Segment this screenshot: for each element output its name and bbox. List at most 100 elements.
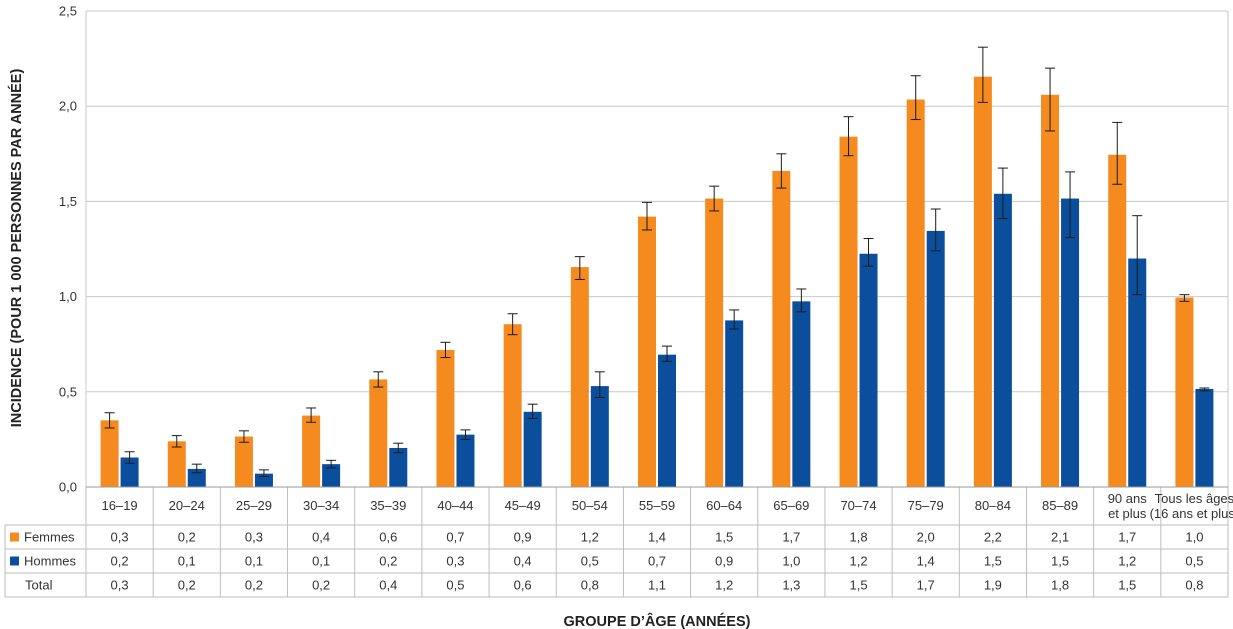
table-cell: 2,1 <box>1051 530 1069 545</box>
bar-femmes <box>1108 154 1127 487</box>
table-cell: 1,2 <box>581 530 599 545</box>
row-label-femmes: Femmes <box>24 530 75 545</box>
bar-femmes <box>167 441 186 487</box>
bar-hommes <box>456 434 475 487</box>
bar-hommes <box>993 193 1012 487</box>
bar-femmes <box>638 216 656 487</box>
table-cell: 0,2 <box>111 554 129 569</box>
table-cell: 0,6 <box>379 530 397 545</box>
bar-hommes <box>1061 198 1080 487</box>
bar-hommes <box>322 464 341 487</box>
bar-hommes <box>523 411 542 487</box>
row-label-hommes: Hommes <box>24 554 77 569</box>
x-category-label: Tous les âges <box>1155 491 1233 506</box>
table-cell: 1,5 <box>849 578 867 593</box>
table-cell: 1,7 <box>782 530 800 545</box>
x-category-label: et plus <box>1108 506 1147 521</box>
table-cell: 0,2 <box>178 578 196 593</box>
x-category-label: 40–44 <box>437 498 473 513</box>
table-cell: 0,5 <box>581 554 599 569</box>
table-cell: 0,7 <box>648 554 666 569</box>
table-cell: 1,5 <box>984 554 1002 569</box>
bar-hommes <box>859 253 878 487</box>
x-category-label: 25–29 <box>236 498 272 513</box>
table-cell: 0,1 <box>312 554 330 569</box>
y-tick-label: 0,5 <box>59 384 77 399</box>
table-cell: 1,0 <box>1185 530 1203 545</box>
bar-hommes <box>187 468 206 487</box>
y-tick-label: 1,0 <box>59 289 77 304</box>
bar-femmes <box>973 76 992 488</box>
table-cell: 1,2 <box>1118 554 1136 569</box>
table-cell: 1,2 <box>715 578 733 593</box>
x-category-label: 35–39 <box>370 498 406 513</box>
table-cell: 2,0 <box>917 530 935 545</box>
table-cell: 0,7 <box>446 530 464 545</box>
x-category-label: 45–49 <box>505 498 541 513</box>
table-cell: 1,1 <box>648 578 666 593</box>
table-cell: 0,9 <box>514 530 532 545</box>
x-axis-title: GROUPE D’ÂGE (ANNÉES) <box>564 612 751 629</box>
bar-femmes <box>302 415 321 487</box>
x-category-label: 85–89 <box>1042 498 1078 513</box>
x-category-label: 70–74 <box>840 498 876 513</box>
table-cell: 0,4 <box>514 554 532 569</box>
bar-femmes <box>772 170 791 487</box>
table-cell: 0,9 <box>715 554 733 569</box>
table-cell: 0,5 <box>1185 554 1203 569</box>
table-cell: 1,5 <box>715 530 733 545</box>
x-category-label: 75–79 <box>908 498 944 513</box>
table-cell: 1,5 <box>1051 554 1069 569</box>
x-category-label: 55–59 <box>639 498 675 513</box>
table-cell: 0,5 <box>446 578 464 593</box>
table-cell: 0,2 <box>312 578 330 593</box>
table-cell: 0,4 <box>312 530 330 545</box>
bar-hommes <box>725 320 744 487</box>
table-cell: 1,3 <box>782 578 800 593</box>
table-cell: 0,3 <box>245 530 263 545</box>
bar-femmes <box>100 420 119 487</box>
error-bars <box>104 46 1210 478</box>
x-category-label: 20–24 <box>169 498 205 513</box>
bar-hommes <box>1128 258 1147 487</box>
table-cell: 0,4 <box>379 578 397 593</box>
x-category-label: 90 ans <box>1108 491 1148 506</box>
table-cell: 1,4 <box>648 530 666 545</box>
table-cell: 0,1 <box>245 554 263 569</box>
bar-femmes <box>369 379 388 487</box>
x-category-label: 65–69 <box>773 498 809 513</box>
y-tick-labels: 0,0 0,5 1,0 1,5 2,0 2,5 <box>59 4 77 495</box>
table-cell: 0,2 <box>245 578 263 593</box>
bar-hommes <box>1195 388 1214 487</box>
table-cell: 0,3 <box>446 554 464 569</box>
x-category-label: 16–19 <box>102 498 138 513</box>
table-cell: 1,9 <box>984 578 1002 593</box>
table-cell: 0,8 <box>581 578 599 593</box>
y-tick-label: 0,0 <box>59 480 77 495</box>
table-cell: 1,0 <box>782 554 800 569</box>
legend-swatch-femmes <box>10 532 19 542</box>
bar-hommes <box>926 230 945 488</box>
legend-swatch-hommes <box>10 556 19 566</box>
y-tick-label: 2,0 <box>59 99 77 114</box>
table-cell: 1,7 <box>917 578 935 593</box>
bar-femmes <box>1041 94 1060 487</box>
bar-femmes <box>436 349 455 487</box>
x-category-label: 50–54 <box>572 498 608 513</box>
table-cell: 0,2 <box>178 530 196 545</box>
bar-hommes <box>120 457 139 487</box>
x-category-label: 30–34 <box>303 498 339 513</box>
table-cell: 1,8 <box>1051 578 1069 593</box>
table-cell: 0,6 <box>514 578 532 593</box>
x-category-label: (16 ans et plus) <box>1150 506 1233 521</box>
x-category-label: 80–84 <box>975 498 1011 513</box>
bar-hommes <box>590 386 609 487</box>
bar-hommes <box>389 447 408 487</box>
bar-femmes <box>839 136 858 487</box>
table-cell: 1,2 <box>849 554 867 569</box>
table-cell: 2,2 <box>984 530 1002 545</box>
y-tick-label: 1,5 <box>59 194 77 209</box>
table-cell: 0,2 <box>379 554 397 569</box>
table-cell: 1,7 <box>1118 530 1136 545</box>
table-cell: 0,1 <box>178 554 196 569</box>
